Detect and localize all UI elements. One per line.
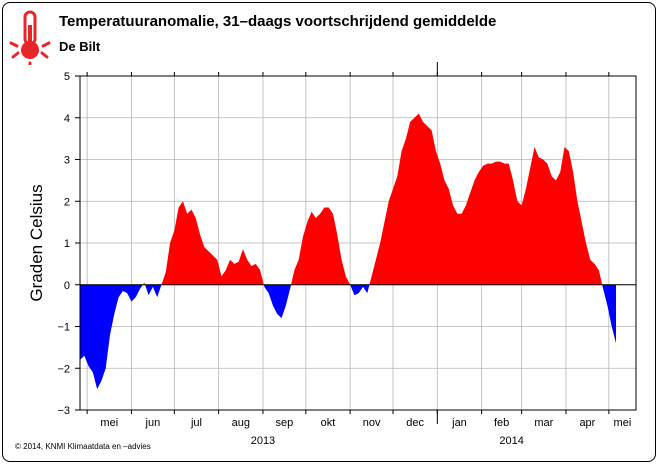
y-tick-label: 2 (64, 196, 70, 208)
x-tick-label: sep (276, 417, 294, 429)
chart-subtitle: De Bilt (59, 39, 101, 54)
chart-frame: Temperatuuranomalie, 31–daags voortschri… (2, 2, 656, 462)
x-tick-label: mei (100, 417, 118, 429)
y-axis-label: Graden Celsius (27, 184, 46, 301)
x-tick-label: aug (232, 417, 250, 429)
chart-title: Temperatuuranomalie, 31–daags voortschri… (59, 13, 497, 30)
thermometer-icon (9, 10, 51, 65)
anomaly-areas (80, 113, 616, 390)
x-tick-label: mei (614, 417, 632, 429)
x-tick-label: feb (494, 417, 509, 429)
y-tick-label: 3 (64, 155, 70, 167)
y-tick-label: −2 (57, 363, 70, 375)
y-axis-ticks: 5 4 3 2 1 0 −1 −2 −3 (57, 71, 80, 417)
x-tick-label: apr (579, 417, 595, 429)
x-tick-label: jul (190, 417, 202, 429)
y-tick-label: 0 (64, 280, 70, 292)
y-tick-label: −3 (57, 405, 70, 417)
y-tick-label: 5 (64, 71, 70, 83)
negative-anomaly-area (80, 284, 616, 390)
x-tick-label: jan (451, 417, 467, 429)
copyright-footer: © 2014, KNMI Klimaatdata en –advies (15, 442, 151, 451)
year-label: 2013 (251, 435, 275, 447)
x-axis-ticks: mei jun jul aug sep okt nov dec jan feb mar apr mei 2… (86, 62, 632, 447)
x-tick-label: dec (406, 417, 424, 429)
x-tick-label: nov (363, 417, 381, 429)
y-tick-label: 1 (64, 238, 70, 250)
year-label: 2014 (499, 435, 523, 447)
x-tick-label: jun (145, 417, 161, 429)
x-tick-label: okt (321, 417, 336, 429)
y-tick-label: −1 (57, 322, 70, 334)
positive-anomaly-area (80, 113, 616, 285)
x-tick-label: mar (534, 417, 553, 429)
y-tick-label: 4 (64, 113, 70, 125)
